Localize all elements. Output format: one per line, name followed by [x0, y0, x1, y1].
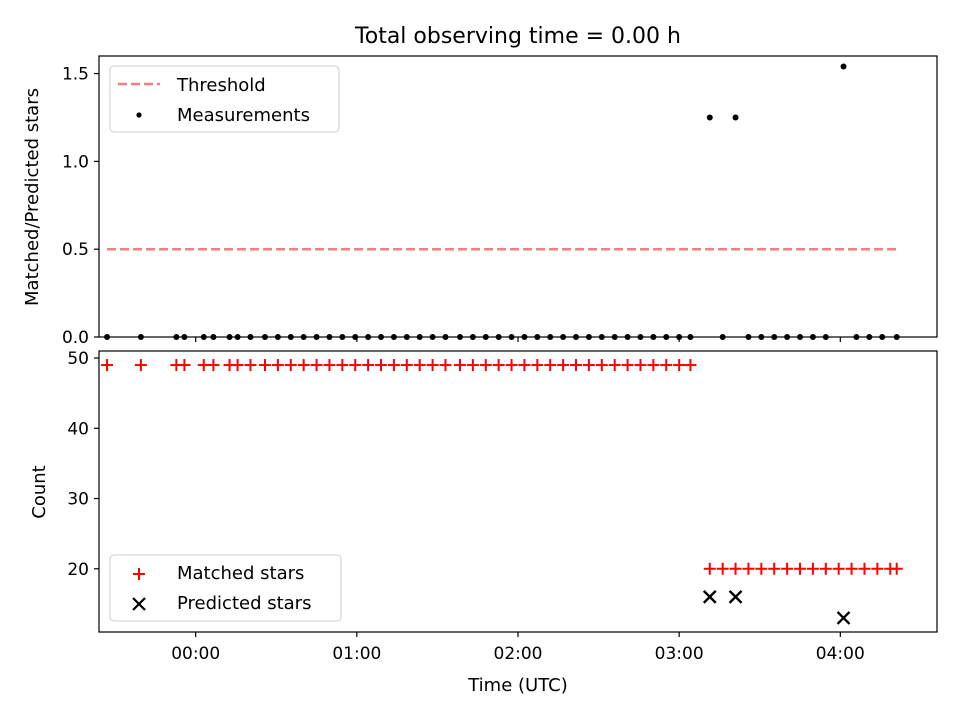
matched-star-point [101, 359, 114, 372]
matched-star-point [413, 359, 426, 372]
matched-star-point [375, 359, 388, 372]
top-legend: Threshold Measurements [109, 65, 340, 133]
legend-matched-swatch [133, 568, 145, 580]
matched-star-point [794, 562, 807, 575]
matched-star-point [890, 562, 903, 575]
matched-star-point [595, 359, 608, 372]
figure-title: Total observing time = 0.00 h [354, 24, 681, 49]
bottom-x-tick-label: 01:00 [332, 644, 381, 664]
matched-star-point [729, 562, 742, 575]
bottom-y-tick-label: 50 [67, 349, 89, 369]
matched-star-point [349, 359, 362, 372]
top-y-tick-label: 0.5 [62, 240, 89, 260]
matched-star-point [768, 562, 781, 575]
measurement-point [706, 114, 713, 121]
matched-star-point [258, 359, 271, 372]
predicted-star-point [836, 611, 851, 625]
matched-star-point [271, 359, 284, 372]
matched-star-point [453, 359, 466, 372]
matched-star-point [755, 562, 768, 575]
bottom-y-tick-label: 20 [67, 560, 89, 580]
matched-star-point [400, 359, 413, 372]
matched-star-point [479, 359, 492, 372]
matched-star-point [673, 359, 686, 372]
matched-star-point [297, 359, 310, 372]
bottom-y-tick-label: 30 [67, 490, 89, 510]
matched-star-point [531, 359, 544, 372]
matched-star-point [323, 359, 336, 372]
bottom-x-tick-label: 02:00 [494, 644, 543, 664]
legend-predicted-swatch [132, 597, 146, 611]
legend-predicted-label: Predicted stars [177, 593, 311, 614]
legend-threshold-label: Threshold [176, 75, 266, 96]
top-y-axis-label: Matched/Predicted stars [22, 88, 43, 306]
matched-star-point [207, 359, 220, 372]
matched-star-point [684, 359, 697, 372]
predicted-star-point [702, 590, 717, 604]
x-axis-label: Time (UTC) [467, 675, 568, 696]
matched-star-point [362, 359, 375, 372]
matched-star-point [310, 359, 323, 372]
matched-star-point [716, 562, 729, 575]
matched-star-point [439, 359, 452, 372]
matched-star-point [582, 359, 595, 372]
bottom-legend: Matched stars Predicted stars [109, 554, 342, 622]
top-ticks: 0.0 0.5 1.0 1.5 [62, 65, 841, 348]
matched-star-point [557, 359, 570, 372]
matched-star-point [244, 359, 257, 372]
matched-star-point [134, 359, 147, 372]
matched-star-point [742, 562, 755, 575]
matched-star-point [387, 359, 400, 372]
matched-star-point [336, 359, 349, 372]
matched-star-point [570, 359, 583, 372]
matched-star-point [703, 562, 716, 575]
bottom-y-axis-label: Count [29, 465, 50, 518]
top-y-tick-label: 1.0 [62, 152, 89, 172]
matched-star-point [660, 359, 673, 372]
matched-star-point [634, 359, 647, 372]
legend-measurements-label: Measurements [177, 105, 310, 126]
measurement-point [732, 114, 739, 121]
matched-star-point [492, 359, 505, 372]
matched-star-point [284, 359, 297, 372]
bottom-data-layer [101, 359, 903, 625]
predicted-star-point [728, 590, 743, 604]
matched-star-point [608, 359, 621, 372]
matched-star-point [806, 562, 819, 575]
matched-star-point [819, 562, 832, 575]
matched-star-point [518, 359, 531, 372]
bottom-x-tick-label: 03:00 [655, 644, 704, 664]
bottom-y-tick-label: 40 [67, 419, 89, 439]
bottom-x-tick-label: 00:00 [171, 644, 220, 664]
matched-star-point [845, 562, 858, 575]
legend-matched-label: Matched stars [177, 563, 304, 584]
matched-star-point [858, 562, 871, 575]
matched-star-point [647, 359, 660, 372]
matched-star-point [544, 359, 557, 372]
top-legend-box [109, 65, 340, 133]
bottom-x-tick-label: 04:00 [816, 644, 865, 664]
bottom-legend-box [109, 554, 342, 622]
series-matched-stars [101, 359, 903, 575]
measurement-point [840, 63, 847, 70]
series-predicted-stars [702, 590, 851, 625]
matched-star-point [505, 359, 518, 372]
matched-star-point [231, 359, 244, 372]
top-panel: 0.0 0.5 1.0 1.5 Matched/Predicted stars Thr… [22, 55, 938, 348]
matched-star-point [178, 359, 191, 372]
legend-measurements-swatch [136, 112, 142, 118]
matched-star-point [426, 359, 439, 372]
bottom-ticks: 20 30 40 50 00:00 01:00 02:00 03:00 04:00 [67, 349, 864, 664]
matched-star-point [832, 562, 845, 575]
matched-star-point [621, 359, 634, 372]
matched-star-point [466, 359, 479, 372]
top-y-tick-label: 1.5 [62, 65, 89, 85]
matched-star-point [871, 562, 884, 575]
matched-star-point [781, 562, 794, 575]
top-y-tick-label: 0.0 [62, 328, 89, 348]
